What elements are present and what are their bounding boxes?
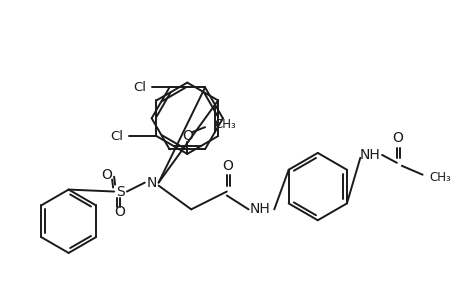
Text: O: O	[114, 205, 125, 219]
Text: O: O	[182, 129, 193, 143]
Text: CH₃: CH₃	[430, 171, 451, 184]
Text: O: O	[223, 159, 233, 173]
Text: S: S	[116, 185, 125, 198]
Text: NH: NH	[250, 202, 271, 216]
Text: Cl: Cl	[133, 81, 146, 94]
Text: NH: NH	[360, 148, 381, 162]
Text: Cl: Cl	[110, 130, 123, 143]
Text: O: O	[101, 168, 112, 182]
Text: N: N	[147, 176, 157, 190]
Text: O: O	[393, 131, 403, 145]
Text: CH₃: CH₃	[214, 118, 236, 131]
